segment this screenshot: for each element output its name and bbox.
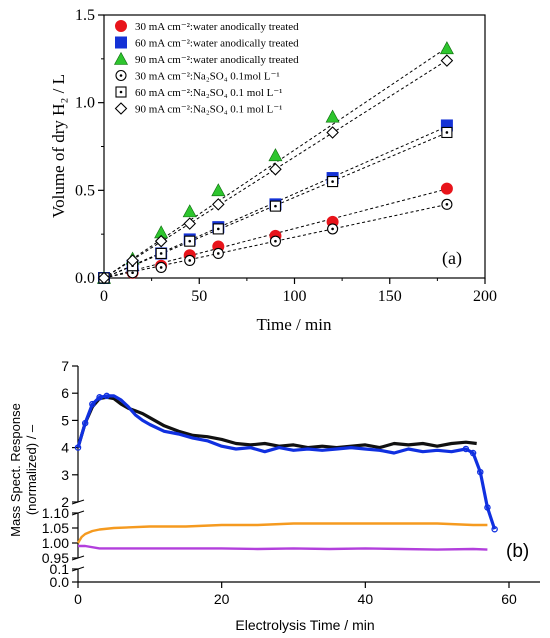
data-point-s3 (325, 109, 340, 123)
data-point-s3 (439, 41, 454, 55)
panel-b-ticks: 0 20 40 60 2 3 4 5 6 7 0.951.001.051.10 0.00.1 (42, 358, 517, 607)
data-point-s6 (154, 234, 168, 248)
data-point-s5-dot (188, 239, 192, 243)
x-tick-label: 20 (214, 591, 230, 607)
series-line-4 (78, 544, 488, 551)
y-tick-label: 7 (61, 358, 69, 374)
x-tick-label: 200 (473, 288, 497, 305)
y-tick-label: 6 (61, 385, 69, 401)
data-point-s6 (269, 163, 282, 176)
panel-a-ticks: 0 50 100 150 200 0.0 0.5 1.0 1.5 (75, 7, 497, 305)
y-tick-label: 0.0 (75, 270, 95, 287)
series-line-1 (76, 395, 477, 450)
data-point-s4-dot (188, 259, 192, 262)
y-tick-label: 0.1 (50, 561, 70, 577)
y-tick-label: 5 (61, 412, 69, 428)
panel-a: 0 50 100 150 200 0.0 0.5 1.0 1.5 30 mA cm⁻²:wate… (49, 7, 497, 334)
series-point-2 (491, 525, 498, 533)
data-point-s3 (268, 148, 283, 162)
data-point-s5-dot (274, 204, 277, 208)
panel-a-points (96, 41, 454, 285)
y-tick-label: 0.0 (50, 574, 70, 590)
series-point-2 (96, 394, 103, 401)
panel-a-legend: 30 mA cm⁻²:water anodically treated 60 mA… (113, 20, 299, 116)
legend-marker-2 (115, 36, 127, 49)
series-line-3 (76, 522, 488, 544)
data-point-s4-dot (331, 227, 334, 231)
series-point-2 (469, 449, 477, 457)
series-point-2 (477, 468, 484, 476)
legend-label-1: 30 mA cm⁻²:water anodically treated (135, 21, 299, 33)
panel-b-y-label-line1: Mass Spect. Response (8, 403, 23, 537)
y-tick-label: 0.5 (75, 182, 95, 199)
series-point-2 (81, 419, 89, 427)
y-tick-label: 1.00 (42, 535, 69, 551)
x-tick-label: 150 (378, 288, 402, 305)
data-point-s4-dot (131, 271, 134, 275)
data-point-s4-dot (159, 266, 163, 269)
legend-marker-5-dot (119, 90, 123, 94)
data-point-s5-dot (217, 227, 220, 231)
legend-marker-4-dot (119, 74, 123, 77)
data-point-s4-dot (274, 239, 277, 243)
series-point-2 (89, 400, 96, 408)
series-point-2 (462, 445, 470, 453)
data-point-s4-dot (217, 252, 220, 255)
y-tick-label: 3 (61, 467, 69, 483)
panel-b-series (74, 392, 498, 551)
panel-a-x-label: Time / min (257, 315, 332, 334)
panel-b: 0 20 40 60 2 3 4 5 6 7 0.951.001.051.10 0.00.1 Elec… (8, 358, 540, 633)
data-point-s3 (211, 183, 226, 197)
data-point-s1 (440, 182, 453, 195)
x-tick-label: 40 (358, 591, 374, 607)
y-tick-label: 1.05 (42, 520, 69, 536)
x-tick-label: 0 (74, 591, 82, 607)
series-point-2 (103, 392, 110, 400)
x-tick-label: 60 (501, 591, 517, 607)
data-point-s6 (183, 217, 197, 230)
panel-b-y-label-line2: (normalized) / – (24, 424, 39, 515)
x-tick-label: 100 (283, 288, 307, 305)
legend-label-6: 90 mA cm⁻²:Na₂SO₄ 0.1 mol L⁻¹ (135, 104, 283, 116)
data-point-s5-dot (159, 252, 163, 255)
data-point-s6 (212, 198, 225, 211)
panel-a-label: (a) (442, 248, 462, 269)
x-tick-label: 50 (191, 288, 207, 305)
series-point-2 (484, 504, 491, 511)
data-point-s6 (440, 54, 454, 67)
data-point-s4-dot (445, 203, 449, 206)
data-point-s5-dot (331, 180, 334, 183)
legend-label-5: 60 mA cm⁻²:Na₂SO₄ 0.1 mol L⁻¹ (135, 87, 283, 99)
y-tick-label: 0.95 (42, 550, 69, 566)
data-point-s6 (97, 271, 111, 285)
legend-label-3: 90 mA cm⁻²:water anodically treated (135, 54, 299, 66)
legend-marker-3 (113, 51, 129, 65)
legend-marker-6 (114, 102, 128, 115)
y-tick-label: 2 (61, 494, 69, 510)
y-tick-label: 1.0 (75, 95, 95, 112)
legend-label-4: 30 mA cm⁻²:Na₂SO₄ 0.1mol L⁻¹ (135, 71, 280, 83)
x-tick-label: 0 (100, 288, 108, 305)
y-tick-label: 1.5 (75, 7, 95, 24)
series-line-2 (76, 394, 497, 530)
fit-line-4 (103, 203, 448, 279)
panel-a-y-label: Volume of dry H₂ / L (49, 74, 68, 218)
data-point-s3 (182, 204, 197, 218)
data-point-s6 (126, 254, 139, 267)
data-point-s5-dot (445, 131, 449, 134)
y-tick-label: 4 (61, 440, 69, 456)
panel-b-label: (b) (506, 541, 529, 562)
y-tick-label: 1.10 (42, 505, 69, 521)
panel-b-x-label: Electrolysis Time / min (235, 617, 374, 633)
series-point-2 (74, 444, 82, 451)
legend-label-2: 60 mA cm⁻²:water anodically treated (135, 38, 299, 50)
data-point-s6 (326, 126, 339, 139)
legend-marker-1 (115, 20, 127, 32)
